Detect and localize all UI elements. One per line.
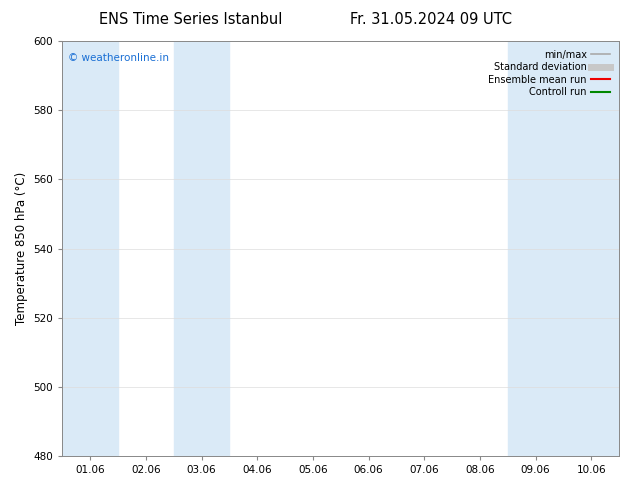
Y-axis label: Temperature 850 hPa (°C): Temperature 850 hPa (°C) xyxy=(15,172,28,325)
Text: ENS Time Series Istanbul: ENS Time Series Istanbul xyxy=(98,12,282,27)
Bar xyxy=(564,41,619,456)
Bar xyxy=(174,41,230,456)
Bar xyxy=(62,41,118,456)
Text: Fr. 31.05.2024 09 UTC: Fr. 31.05.2024 09 UTC xyxy=(350,12,512,27)
Legend: min/max, Standard deviation, Ensemble mean run, Controll run: min/max, Standard deviation, Ensemble me… xyxy=(484,46,614,101)
Bar xyxy=(508,41,564,456)
Text: © weatheronline.in: © weatheronline.in xyxy=(68,53,169,64)
